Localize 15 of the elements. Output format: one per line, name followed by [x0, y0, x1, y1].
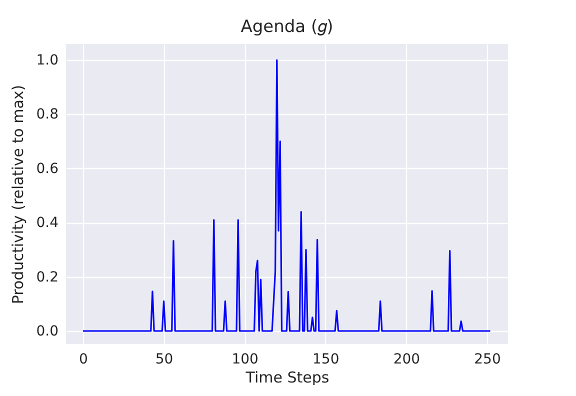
y-tick-label: 0.8	[36, 106, 58, 123]
x-tick-label: 250	[474, 352, 501, 368]
x-tick-label: 150	[312, 352, 340, 368]
y-tick-label: 0.6	[36, 160, 59, 177]
chart-title: Agenda (𝑔)	[240, 17, 334, 37]
x-tick-label: 50	[155, 352, 174, 368]
line-series	[82, 59, 492, 332]
y-axis-title: Productivity (relative to max)	[9, 84, 28, 304]
x-tick-label: 0	[79, 352, 88, 368]
x-tick-label: 100	[232, 352, 258, 368]
y-tick-label: 1.0	[36, 52, 58, 68]
x-tick-label: 200	[393, 352, 420, 368]
y-tick-label: 0.4	[36, 215, 59, 232]
y-tick-label: 0.2	[36, 269, 58, 286]
y-tick-label: 0.0	[36, 323, 58, 340]
